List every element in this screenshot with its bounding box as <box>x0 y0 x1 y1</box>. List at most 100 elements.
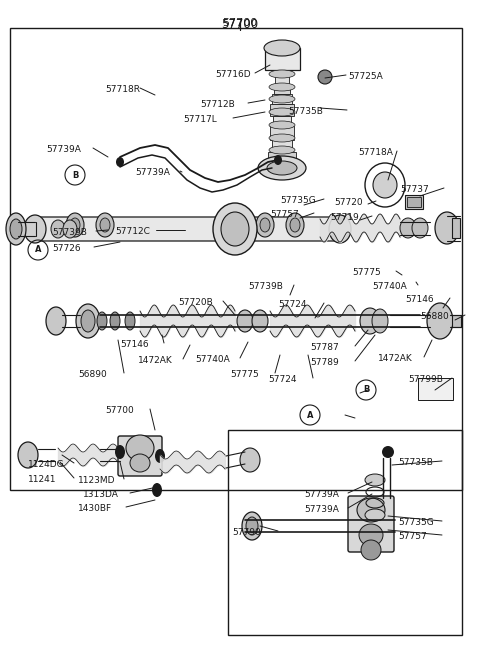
Ellipse shape <box>63 220 77 238</box>
Text: 57724: 57724 <box>278 300 307 309</box>
Ellipse shape <box>125 312 135 330</box>
Bar <box>270 126 294 140</box>
Ellipse shape <box>18 442 38 468</box>
Ellipse shape <box>382 446 394 458</box>
Ellipse shape <box>70 218 80 232</box>
Text: B: B <box>363 386 369 394</box>
Text: B: B <box>72 170 78 179</box>
Ellipse shape <box>318 70 332 84</box>
Ellipse shape <box>221 212 249 246</box>
Ellipse shape <box>115 445 125 459</box>
Ellipse shape <box>116 157 124 167</box>
Text: 1472AK: 1472AK <box>138 356 173 365</box>
Bar <box>273 116 291 126</box>
Text: 11241: 11241 <box>28 475 57 484</box>
Ellipse shape <box>269 83 295 91</box>
Ellipse shape <box>246 517 258 535</box>
Ellipse shape <box>269 108 295 116</box>
Text: 57720: 57720 <box>334 198 362 207</box>
Ellipse shape <box>372 309 388 333</box>
Text: 57716D: 57716D <box>215 70 251 79</box>
Ellipse shape <box>357 498 385 522</box>
Ellipse shape <box>240 448 260 472</box>
Text: 57700: 57700 <box>105 406 134 415</box>
Ellipse shape <box>256 213 274 237</box>
Bar <box>265 48 300 70</box>
Bar <box>275 70 289 84</box>
FancyBboxPatch shape <box>118 436 162 476</box>
Text: 57712C: 57712C <box>115 227 150 236</box>
Bar <box>452 218 460 238</box>
Ellipse shape <box>427 303 453 339</box>
Ellipse shape <box>264 40 300 56</box>
Ellipse shape <box>260 218 270 232</box>
Text: 57737: 57737 <box>400 185 429 194</box>
Bar <box>228 430 462 635</box>
Ellipse shape <box>274 155 282 165</box>
Text: 57739A: 57739A <box>46 145 81 154</box>
Text: 1123MD: 1123MD <box>78 476 116 485</box>
Ellipse shape <box>130 454 150 472</box>
Text: 57787: 57787 <box>310 343 339 352</box>
Text: 57757: 57757 <box>398 532 427 541</box>
Bar <box>272 140 292 152</box>
Text: A: A <box>35 246 41 255</box>
Text: 1472AK: 1472AK <box>378 354 413 363</box>
Ellipse shape <box>258 156 306 180</box>
Text: 1124DG: 1124DG <box>28 460 65 469</box>
Text: 56880: 56880 <box>420 312 449 321</box>
Ellipse shape <box>269 70 295 78</box>
Ellipse shape <box>152 483 162 497</box>
Ellipse shape <box>373 172 397 198</box>
Text: 57775: 57775 <box>230 370 259 379</box>
Ellipse shape <box>76 304 100 338</box>
Ellipse shape <box>81 310 95 332</box>
Ellipse shape <box>269 121 295 129</box>
Bar <box>272 94 292 104</box>
Text: 57740A: 57740A <box>195 355 230 364</box>
Text: 57735B: 57735B <box>288 107 323 116</box>
Text: 57719: 57719 <box>330 213 359 222</box>
Text: 57700: 57700 <box>221 18 259 31</box>
Ellipse shape <box>96 213 114 237</box>
Ellipse shape <box>269 134 295 142</box>
Text: 57739B: 57739B <box>248 282 283 291</box>
Text: 57146: 57146 <box>120 340 149 349</box>
Text: 57146: 57146 <box>405 295 433 304</box>
Ellipse shape <box>110 312 120 330</box>
Ellipse shape <box>269 146 295 154</box>
Text: 57739B: 57739B <box>52 228 87 237</box>
Text: 57700: 57700 <box>222 18 258 28</box>
Ellipse shape <box>66 213 84 237</box>
Text: 57717L: 57717L <box>183 115 217 124</box>
Text: 57725A: 57725A <box>348 72 383 81</box>
Ellipse shape <box>412 218 428 238</box>
Ellipse shape <box>361 540 381 560</box>
Text: 57718R: 57718R <box>105 85 140 94</box>
Ellipse shape <box>24 215 46 243</box>
FancyBboxPatch shape <box>34 217 236 241</box>
Text: 57724: 57724 <box>268 375 297 384</box>
Text: 57739A: 57739A <box>304 505 339 514</box>
Bar <box>268 152 296 168</box>
Bar <box>274 84 290 94</box>
Ellipse shape <box>359 524 383 546</box>
Bar <box>418 378 453 400</box>
Ellipse shape <box>252 310 268 332</box>
Text: 57726: 57726 <box>52 244 81 253</box>
Text: 57789: 57789 <box>310 358 339 367</box>
Ellipse shape <box>97 312 107 330</box>
Text: 1430BF: 1430BF <box>78 504 112 513</box>
Text: 1313DA: 1313DA <box>83 490 119 499</box>
Ellipse shape <box>51 220 65 238</box>
Text: 57712B: 57712B <box>200 100 235 109</box>
Ellipse shape <box>46 307 66 335</box>
Text: 57775: 57775 <box>352 268 381 277</box>
Ellipse shape <box>155 449 165 463</box>
Text: 57720B: 57720B <box>178 298 213 307</box>
Text: 57739A: 57739A <box>135 168 170 177</box>
Text: A: A <box>307 411 313 419</box>
Text: 57739A: 57739A <box>304 490 339 499</box>
Ellipse shape <box>213 203 257 255</box>
Text: 57790: 57790 <box>232 528 261 537</box>
